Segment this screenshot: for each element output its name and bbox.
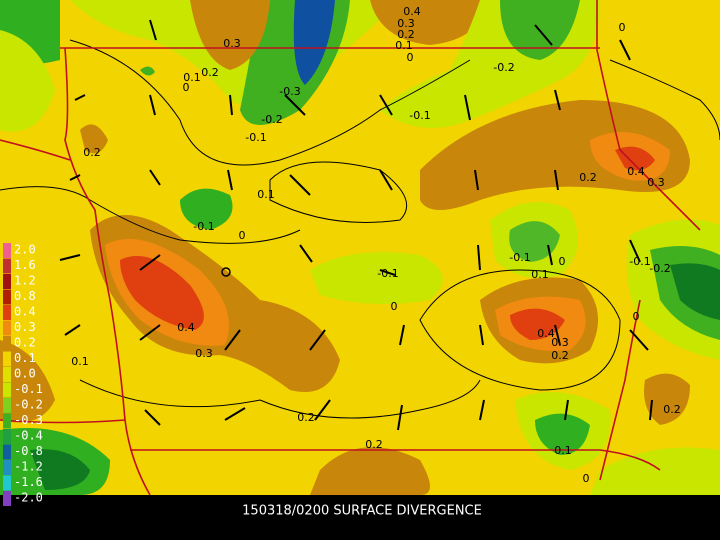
contour-label: 0.3 [195, 347, 213, 360]
legend-swatch [3, 398, 11, 413]
legend-swatch [3, 460, 11, 475]
legend-swatch [3, 382, 11, 398]
contour-label: 0.1 [531, 268, 549, 281]
contour-label: -0.1 [245, 131, 266, 144]
contour-label: 0.3 [647, 176, 665, 189]
contour-label: 0.2 [201, 66, 219, 79]
contour-label: 0 [239, 229, 246, 242]
contour-label: 0.2 [297, 411, 315, 424]
legend-swatch [3, 351, 11, 367]
contour-label: 0 [583, 472, 590, 485]
legend-swatch [3, 429, 11, 444]
map-title: 150318/0200 SURFACE DIVERGENCE [242, 504, 482, 519]
contour-label: 0.4 [403, 5, 421, 18]
contour-label: 0.2 [551, 349, 569, 362]
contour-label: -0.3 [279, 85, 300, 98]
legend-swatch [3, 413, 11, 429]
legend-label: -0.2 [14, 398, 43, 412]
contour-label: 0.2 [365, 438, 383, 451]
contour-label: 0.1 [183, 71, 201, 84]
legend-label: -0.3 [14, 413, 43, 427]
contour-label: 0.4 [177, 321, 195, 334]
legend-label: -0.1 [14, 382, 43, 396]
legend-swatch [3, 475, 11, 491]
legend-swatch [3, 444, 11, 460]
legend-label: -2.0 [14, 491, 43, 505]
wind-barbs [59, 19, 653, 431]
contour-label: 0.4 [627, 165, 645, 178]
contour-label: 0 [633, 310, 640, 323]
legend-swatch [3, 243, 11, 258]
legend-label: 1.6 [14, 258, 36, 272]
legend-label: 0.4 [14, 305, 36, 319]
contour-label: 0.2 [663, 403, 681, 416]
legend-label: -1.2 [14, 460, 43, 474]
color-legend: 2.01.6 1.20.8 0.40.3 0.20.1 0.0-0.1 -0.2-0.3 -… [3, 243, 43, 506]
contour-label: 0.3 [223, 37, 241, 50]
contour-label: -0.1 [509, 251, 530, 264]
isolines [0, 39, 720, 419]
legend-swatch [3, 367, 11, 382]
contour-label: 0.1 [71, 355, 89, 368]
contour-label: -0.1 [377, 267, 398, 280]
legend-label: -0.4 [14, 429, 43, 443]
legend-swatch [3, 491, 11, 506]
legend-label: 0.2 [14, 336, 36, 350]
contour-label: 0 [559, 255, 566, 268]
legend-label: 0.0 [14, 367, 36, 381]
legend-label: 0.1 [14, 351, 36, 365]
contour-label: -0.2 [261, 113, 282, 126]
contour-label: -0.2 [493, 61, 514, 74]
contour-label: -0.1 [629, 255, 650, 268]
contour-label: -0.1 [409, 109, 430, 122]
legend-swatch [3, 289, 11, 305]
contour-label: 0.1 [554, 444, 572, 457]
contour-label: 0 [619, 21, 626, 34]
contour-label: 0 [183, 81, 190, 94]
legend-label: 1.2 [14, 274, 36, 288]
legend-swatch [3, 336, 11, 351]
legend-label: 0.8 [14, 289, 36, 303]
contour-label: 0 [407, 51, 414, 64]
contour-label: 0.2 [83, 146, 101, 159]
contour-label: 0.4 [537, 327, 555, 340]
legend-swatch [3, 305, 11, 320]
contour-label: 0.1 [395, 39, 413, 52]
contour-label: 0.3 [551, 336, 569, 349]
contour-labels: 0.30.40.30.20.100-0.20.20.10 -0.3-0.2-0.1… [71, 5, 681, 485]
contour-label: 0.1 [257, 188, 275, 201]
legend-swatch [3, 258, 11, 274]
legend-label: -1.6 [14, 475, 43, 489]
legend-swatch [3, 274, 11, 289]
contour-label: 0.2 [579, 171, 597, 184]
contour-fills [0, 0, 720, 495]
legend-label: 2.0 [14, 243, 36, 257]
contour-label: 0 [391, 300, 398, 313]
contour-label: 0.2 [397, 28, 415, 41]
contour-label: 0.3 [397, 17, 415, 30]
legend-label: -0.8 [14, 444, 43, 458]
legend-label: 0.3 [14, 320, 36, 334]
contour-label: -0.2 [649, 262, 670, 275]
state-borders [0, 0, 701, 496]
contour-label: -0.1 [193, 220, 214, 233]
legend-swatch [3, 320, 11, 336]
